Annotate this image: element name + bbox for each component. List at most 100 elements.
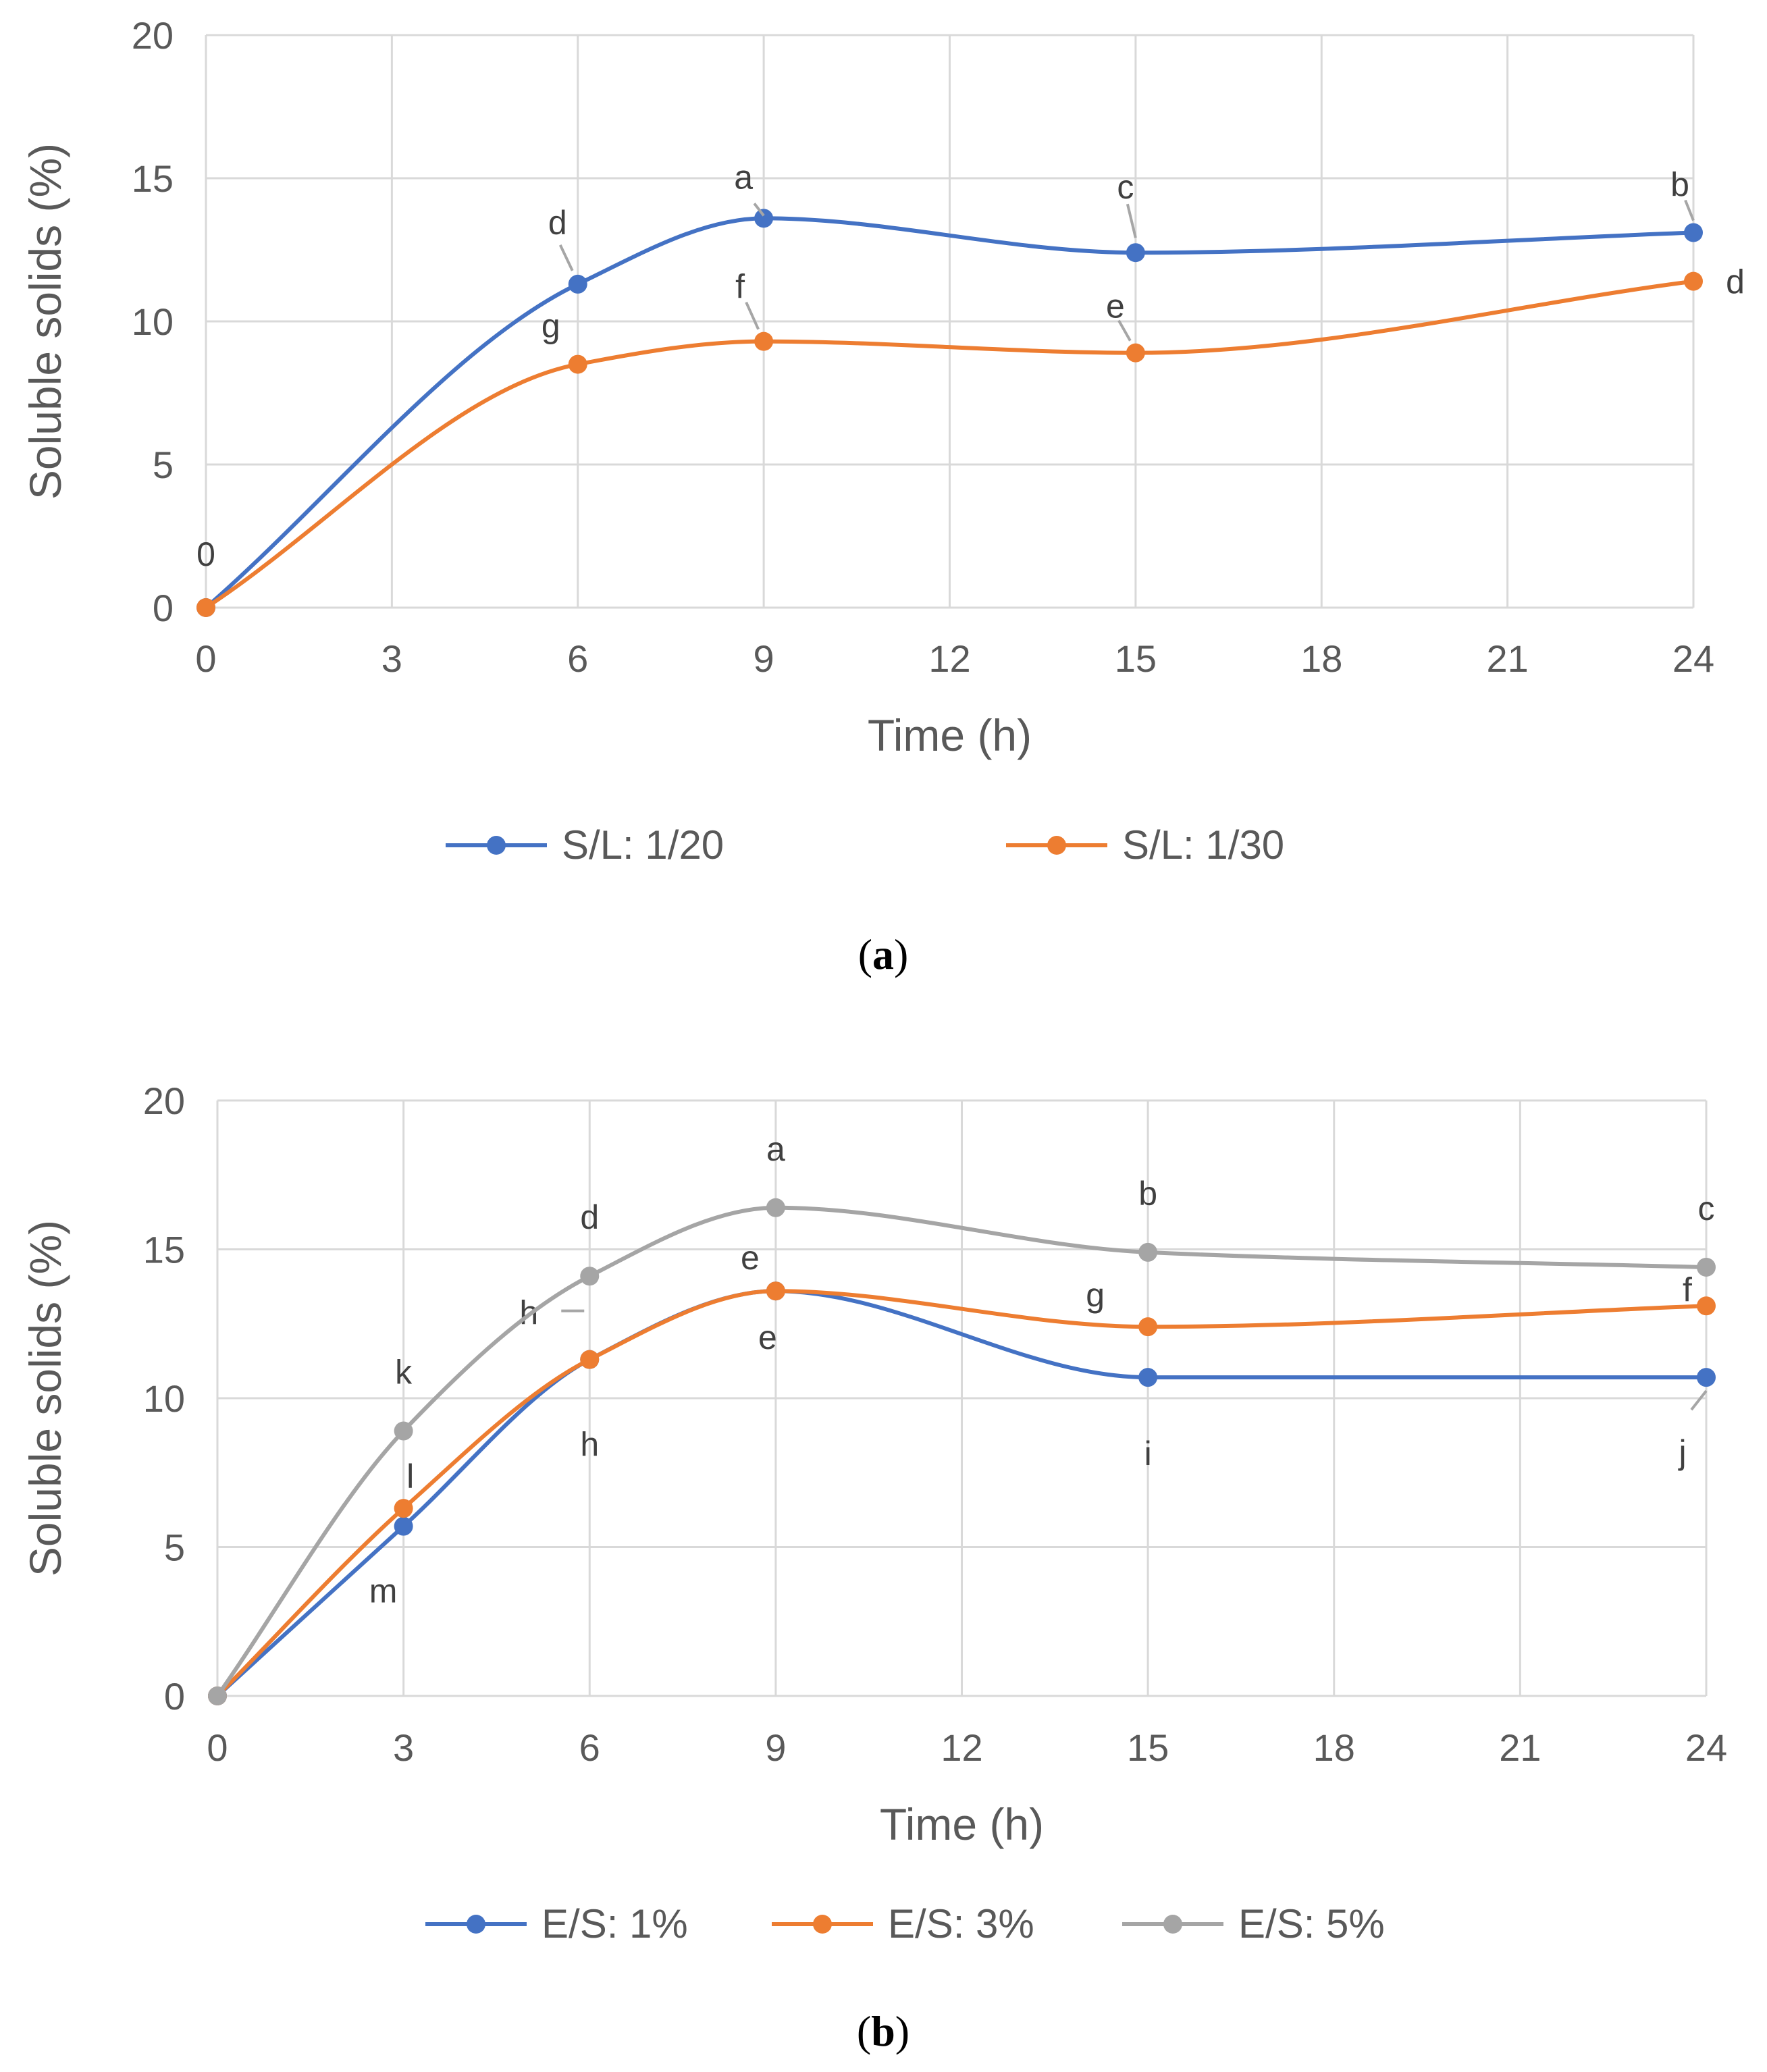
data-point-label: a <box>734 158 753 196</box>
data-point-label: i <box>1144 1435 1152 1472</box>
data-point-label: g <box>1086 1276 1105 1314</box>
data-point[interactable] <box>580 1350 600 1369</box>
data-point-label: g <box>542 307 560 345</box>
legend-swatch-marker <box>1163 1915 1182 1934</box>
data-point-label: c <box>1698 1190 1715 1227</box>
leader-line <box>753 203 765 217</box>
data-point-label: d <box>580 1198 599 1236</box>
y-tick-label: 20 <box>143 1080 185 1122</box>
x-tick-label: 3 <box>381 637 402 680</box>
data-point[interactable] <box>1138 1242 1158 1262</box>
x-tick-label: 24 <box>1685 1726 1727 1769</box>
data-point-label: a <box>766 1130 785 1168</box>
x-tick-label: 24 <box>1672 637 1714 680</box>
legend-label: E/S: 1% <box>542 1901 688 1946</box>
panel-caption: (a) <box>858 930 909 978</box>
legend-label: E/S: 3% <box>888 1901 1034 1946</box>
data-point[interactable] <box>208 1686 227 1705</box>
data-point-label: k <box>395 1354 413 1391</box>
data-point[interactable] <box>1697 1296 1716 1316</box>
data-point[interactable] <box>1126 343 1145 363</box>
leader-line <box>558 244 574 271</box>
y-tick-label: 20 <box>132 14 174 57</box>
data-point-label: f <box>1683 1271 1692 1308</box>
x-axis-title: Time (h) <box>880 1799 1044 1849</box>
legend-swatch-marker <box>1047 836 1066 855</box>
y-tick-label: 5 <box>164 1526 185 1569</box>
panel-caption: (b) <box>857 2007 909 2055</box>
y-tick-label: 15 <box>132 157 174 200</box>
data-point-label: d <box>1726 263 1745 301</box>
x-tick-label: 21 <box>1499 1726 1541 1769</box>
data-point[interactable] <box>754 331 774 351</box>
data-point-label: d <box>548 204 567 242</box>
y-axis-title: Soluble solids (%) <box>20 1220 70 1576</box>
data-point-label: h <box>580 1426 599 1464</box>
caption-open-paren: ( <box>858 930 872 978</box>
data-point[interactable] <box>394 1516 413 1536</box>
data-point[interactable] <box>766 1281 785 1301</box>
x-tick-label: 12 <box>941 1726 982 1769</box>
data-point[interactable] <box>568 354 587 374</box>
legend-label: S/L: 1/30 <box>1122 822 1284 868</box>
data-point[interactable] <box>394 1421 413 1441</box>
data-point-label: e <box>1106 288 1125 325</box>
data-point-label: j <box>1677 1433 1686 1471</box>
y-tick-label: 15 <box>143 1229 185 1271</box>
y-tick-label: 0 <box>153 587 174 629</box>
data-point[interactable] <box>1697 1257 1716 1277</box>
x-tick-label: 0 <box>207 1726 228 1769</box>
caption-letter: b <box>871 2007 895 2055</box>
x-axis-title: Time (h) <box>868 710 1032 760</box>
leader-line <box>1117 319 1132 342</box>
leader-line <box>1690 1389 1708 1411</box>
data-point[interactable] <box>1138 1368 1158 1387</box>
data-point[interactable] <box>580 1267 600 1286</box>
data-point[interactable] <box>754 209 774 228</box>
series-line-E/S: 5% <box>215 1205 1707 1697</box>
data-point[interactable] <box>1684 271 1703 291</box>
series-line-S/L: 1/20 <box>205 216 1694 610</box>
data-point-label: m <box>369 1572 398 1610</box>
data-point[interactable] <box>1697 1368 1716 1387</box>
data-point-label: l <box>406 1458 414 1495</box>
x-tick-label: 0 <box>195 637 216 680</box>
x-tick-label: 9 <box>765 1726 786 1769</box>
legend-swatch-marker <box>813 1915 832 1934</box>
data-point-label: f <box>735 268 745 306</box>
legend-label: S/L: 1/20 <box>562 822 724 868</box>
y-tick-label: 10 <box>132 300 174 343</box>
caption-close-paren: ) <box>895 2007 909 2055</box>
x-tick-label: 18 <box>1313 1726 1355 1769</box>
data-point-label: e <box>758 1319 777 1356</box>
data-point[interactable] <box>1126 243 1145 263</box>
data-point-label: c <box>1117 168 1134 206</box>
x-tick-label: 12 <box>928 637 970 680</box>
data-point[interactable] <box>1684 223 1703 242</box>
x-tick-label: 15 <box>1115 637 1157 680</box>
legend-swatch-marker <box>487 836 506 855</box>
data-point[interactable] <box>394 1499 413 1518</box>
y-tick-label: 5 <box>153 444 174 486</box>
chart-panel-a: 0 5 10 15 20 0 3 6 9 12 15 18 21 24 Time (h) Soluble so… <box>20 14 1745 978</box>
x-tick-label: 18 <box>1300 637 1342 680</box>
y-axis-title: Soluble solids (%) <box>20 143 70 500</box>
data-point[interactable] <box>766 1198 785 1217</box>
x-tick-label: 3 <box>393 1726 414 1769</box>
chart-panel-b: 0 5 10 15 20 0 3 6 9 12 15 18 21 24 Time (h) Soluble so… <box>20 1080 1727 2055</box>
data-point-label: e <box>741 1239 760 1277</box>
data-point[interactable] <box>196 598 215 617</box>
x-tick-label: 21 <box>1486 637 1528 680</box>
caption-open-paren: ( <box>857 2007 871 2055</box>
x-tick-label: 9 <box>754 637 774 680</box>
data-point[interactable] <box>568 274 587 294</box>
caption-close-paren: ) <box>894 930 908 978</box>
data-point-label: b <box>1670 166 1689 204</box>
legend-label: E/S: 5% <box>1238 1901 1385 1946</box>
series-line-E/S: 3% <box>215 1289 1707 1698</box>
data-point-label: b <box>1138 1175 1157 1213</box>
data-point[interactable] <box>1138 1317 1158 1337</box>
legend-swatch-marker <box>467 1915 485 1934</box>
y-tick-label: 10 <box>143 1377 185 1420</box>
